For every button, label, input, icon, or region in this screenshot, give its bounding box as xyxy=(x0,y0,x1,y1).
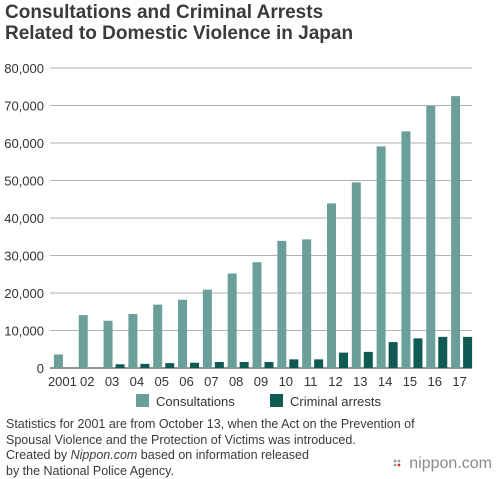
consultations-bar xyxy=(178,299,188,368)
arrests-bar xyxy=(438,336,448,368)
consultations-bar xyxy=(252,262,262,368)
chart-title-line2: Related to Domestic Violence in Japan xyxy=(5,23,354,44)
logo-dots-icon xyxy=(393,459,401,467)
x-tick-label: 12 xyxy=(328,374,342,389)
y-tick-label: 40,000 xyxy=(4,211,44,226)
consultations-bar xyxy=(78,315,88,368)
y-tick-label: 50,000 xyxy=(4,174,44,189)
x-tick-label: 10 xyxy=(279,374,293,389)
consultations-bar xyxy=(202,289,212,368)
legend-swatch-arrests xyxy=(270,394,283,407)
x-tick-label: 02 xyxy=(80,374,94,389)
bar-chart: 0 10,000 20,000 30,000 40,000 50,000 60,000 70,… xyxy=(4,61,473,409)
consultations-bar xyxy=(351,182,361,368)
consultations-bar xyxy=(128,314,138,368)
x-tick-label: 16 xyxy=(428,374,442,389)
credit-line: Created by Nippon.com based on informati… xyxy=(6,448,496,464)
consultations-bar xyxy=(426,105,436,368)
arrests-bar xyxy=(165,363,175,368)
arrests-bar xyxy=(289,359,299,368)
source-note: Statistics for 2001 are from October 13,… xyxy=(6,417,496,479)
x-tick-label: 13 xyxy=(353,374,367,389)
x-tick-label: 03 xyxy=(105,374,119,389)
x-tick-label: 2001 xyxy=(48,374,77,389)
x-tick-label: 08 xyxy=(229,374,243,389)
chart-title: Consultations and Criminal Arrests Relat… xyxy=(5,2,495,44)
x-tick-label: 07 xyxy=(204,374,218,389)
arrests-bar xyxy=(413,338,423,368)
note-line2: Spousal Violence and the Protection of V… xyxy=(6,432,356,447)
x-tick-label: 17 xyxy=(452,374,466,389)
logo-text: nippon.com xyxy=(409,455,492,472)
note-line1: Statistics for 2001 are from October 13,… xyxy=(6,417,415,431)
x-tick-label: 15 xyxy=(403,374,417,389)
y-tick-label: 20,000 xyxy=(4,286,44,301)
credit-line2: by the National Police Agency. xyxy=(6,463,174,478)
x-tick-label: 04 xyxy=(130,374,144,389)
y-tick-label: 70,000 xyxy=(4,99,44,114)
x-tick-label: 06 xyxy=(179,374,193,389)
arrests-bar xyxy=(388,342,398,368)
arrests-bar xyxy=(338,352,348,368)
arrests-bar xyxy=(214,362,224,368)
x-tick-label: 14 xyxy=(378,374,392,389)
credit-suffix: based on information released xyxy=(137,448,309,462)
chart-title-line1: Consultations and Criminal Arrests xyxy=(5,2,324,23)
y-tick-label: 0 xyxy=(37,361,44,376)
consultations-bar xyxy=(401,131,411,368)
x-tick-label: 09 xyxy=(254,374,268,389)
consultations-bar xyxy=(376,146,386,368)
arrests-bar xyxy=(190,362,200,368)
arrests-bar xyxy=(115,364,125,368)
y-tick-label: 30,000 xyxy=(4,249,44,264)
y-tick-label: 10,000 xyxy=(4,324,44,339)
x-tick-label: 05 xyxy=(154,374,168,389)
credit-source: Nippon.com xyxy=(70,448,138,462)
credit-prefix: Created by xyxy=(6,448,71,462)
arrests-bar xyxy=(239,362,249,368)
x-tick-label: 11 xyxy=(304,374,318,389)
consultations-bar xyxy=(451,96,461,368)
y-tick-label: 60,000 xyxy=(4,136,44,151)
legend-label-arrests: Criminal arrests xyxy=(290,394,382,409)
consultations-bar xyxy=(227,273,237,368)
consultations-bar xyxy=(53,354,63,368)
legend-swatch-consultations xyxy=(136,394,149,407)
consultations-bar xyxy=(302,239,312,368)
legend-label-consultations: Consultations xyxy=(156,394,235,409)
arrests-bar xyxy=(264,362,274,368)
consultations-bar xyxy=(153,304,163,368)
arrests-bar xyxy=(314,359,324,368)
arrests-bar xyxy=(363,351,373,368)
arrests-bar xyxy=(140,363,150,368)
nippon-logo: nippon.com xyxy=(393,454,492,474)
consultations-bar xyxy=(326,203,336,368)
y-tick-label: 80,000 xyxy=(4,61,44,76)
consultations-bar xyxy=(103,320,113,368)
consultations-bar xyxy=(277,240,287,368)
arrests-bar xyxy=(463,336,473,368)
